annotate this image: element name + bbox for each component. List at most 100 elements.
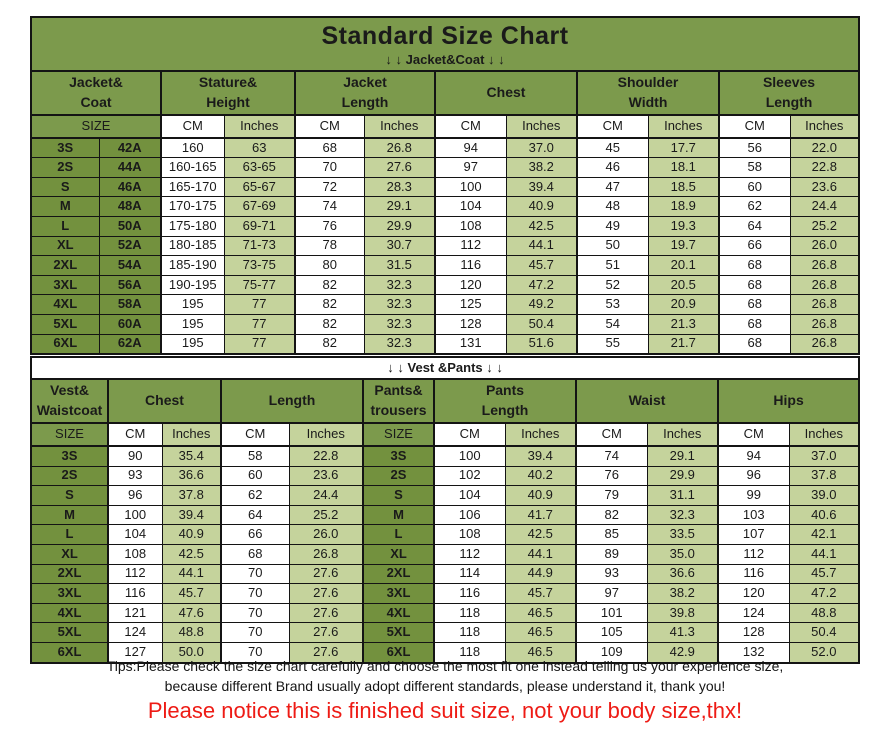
value-cell: 68 [718, 333, 791, 355]
size-cell: 2XL [30, 563, 109, 585]
size-cell: 4XL [30, 294, 100, 316]
table-row: 2S 44A 160-165 63-65 70 27.6 97 38.2 46 18.1 58 22.… [30, 157, 860, 178]
value-cell: 39.4 [161, 504, 222, 526]
value-cell: 107 [717, 524, 790, 545]
value-cell: 195 [160, 294, 225, 316]
size-cell: XL [362, 543, 435, 565]
inches-header: Inches [505, 114, 578, 139]
value-cell: 49 [576, 216, 649, 237]
table-row: S 96 37.8 62 24.4 S 104 40.9 79 31.1 99 39.0 [30, 485, 860, 506]
value-cell: 125 [434, 294, 507, 316]
size-cell: 48A [98, 196, 162, 218]
size-cell: 62A [98, 333, 162, 355]
inches-header: Inches [161, 422, 222, 447]
unit-header-row: SIZE CM Inches CM Inches CM Inches CM In… [30, 114, 860, 139]
value-cell: 50 [576, 235, 649, 257]
value-cell: 42.1 [788, 524, 860, 545]
table-row: 3S 90 35.4 58 22.8 3S 100 39.4 74 29.1 94 37.0 [30, 445, 860, 467]
table-row: XL 52A 180-185 71-73 78 30.7 112 44.1 50 19.7 66 26… [30, 235, 860, 257]
group-header-vest-waistcoat: Vest& Waistcoat [30, 378, 109, 424]
value-cell: 112 [717, 543, 790, 565]
group-header-pants-trousers: Pants& trousers [362, 378, 435, 424]
value-cell: 67-69 [223, 196, 296, 218]
value-cell: 175-180 [160, 216, 225, 237]
size-cell: 54A [98, 255, 162, 276]
value-cell: 38.2 [646, 583, 719, 604]
size-cell: M [362, 504, 435, 526]
value-cell: 118 [433, 602, 506, 624]
table-row: 4XL 58A 195 77 82 32.3 125 49.2 53 20.9 68 26.8 [30, 294, 860, 316]
value-cell: 71-73 [223, 235, 296, 257]
value-cell: 90 [107, 445, 163, 467]
size-cell: 60A [98, 314, 162, 335]
table-row: M 48A 170-175 67-69 74 29.1 104 40.9 48 18.9 62 24.… [30, 196, 860, 218]
value-cell: 63-65 [223, 157, 296, 178]
size-cell: 5XL [362, 622, 435, 643]
value-cell: 100 [107, 504, 163, 526]
value-cell: 40.9 [505, 196, 578, 218]
value-cell: 20.5 [647, 274, 720, 296]
value-cell: 97 [575, 583, 648, 604]
size-cell: 2S [362, 465, 435, 487]
size-cell: L [362, 524, 435, 545]
value-cell: 97 [434, 157, 507, 178]
cm-header: CM [160, 114, 225, 139]
table-row: 2S 93 36.6 60 23.6 2S 102 40.2 76 29.9 96 37.8 [30, 465, 860, 487]
size-cell: 5XL [30, 314, 100, 335]
value-cell: 94 [434, 137, 507, 159]
value-cell: 42.5 [505, 216, 578, 237]
value-cell: 78 [294, 235, 365, 257]
value-cell: 27.6 [288, 602, 364, 624]
size-cell: 3S [30, 137, 100, 159]
value-cell: 70 [220, 641, 290, 664]
group-header-hips: Hips [716, 378, 860, 424]
value-cell: 93 [575, 563, 648, 585]
value-cell: 76 [294, 216, 365, 237]
inches-header: Inches [647, 114, 720, 139]
tips-line-2: because different Brand usually adopt di… [164, 678, 726, 694]
value-cell: 48 [576, 196, 649, 218]
group-header-row: Vest& Waistcoat Chest Length Pants& trou… [30, 378, 860, 424]
value-cell: 68 [294, 137, 365, 159]
value-cell: 108 [107, 543, 163, 565]
group-header-chest: Chest [434, 70, 578, 116]
value-cell: 82 [294, 314, 365, 335]
band-row: ↓ ↓ Vest &Pants ↓ ↓ [30, 356, 860, 380]
value-cell: 26.8 [789, 294, 860, 316]
value-cell: 51 [576, 255, 649, 276]
group-header-jacket-coat: Jacket& Coat [30, 70, 162, 116]
value-cell: 44.9 [504, 563, 577, 585]
value-cell: 27.6 [288, 563, 364, 585]
value-cell: 99 [717, 485, 790, 506]
value-cell: 54 [576, 314, 649, 335]
value-cell: 62 [718, 196, 791, 218]
value-cell: 108 [434, 216, 507, 237]
value-cell: 44.1 [161, 563, 222, 585]
table-row: 2XL 54A 185-190 73-75 80 31.5 116 45.7 51 20.1 68 2… [30, 255, 860, 276]
value-cell: 46.5 [504, 622, 577, 643]
size-cell: 3S [362, 445, 435, 467]
value-cell: 19.3 [647, 216, 720, 237]
value-cell: 100 [433, 445, 506, 467]
group-header-length: Length [220, 378, 364, 424]
value-cell: 44.1 [505, 235, 578, 257]
value-cell: 44.1 [788, 543, 860, 565]
value-cell: 27.6 [288, 622, 364, 643]
unit-header-row: SIZE CM Inches CM Inches SIZE CM Inches … [30, 422, 860, 447]
value-cell: 116 [107, 583, 163, 604]
value-cell: 18.5 [647, 176, 720, 198]
value-cell: 26.8 [789, 274, 860, 296]
value-cell: 77 [223, 333, 296, 355]
value-cell: 121 [107, 602, 163, 624]
value-cell: 75-77 [223, 274, 296, 296]
value-cell: 66 [220, 524, 290, 545]
value-cell: 160-165 [160, 157, 225, 178]
value-cell: 60 [220, 465, 290, 487]
value-cell: 118 [433, 622, 506, 643]
value-cell: 170-175 [160, 196, 225, 218]
size-cell: 3S [30, 445, 109, 467]
value-cell: 48.8 [788, 602, 860, 624]
value-cell: 35.0 [646, 543, 719, 565]
size-cell: 2XL [30, 255, 100, 276]
